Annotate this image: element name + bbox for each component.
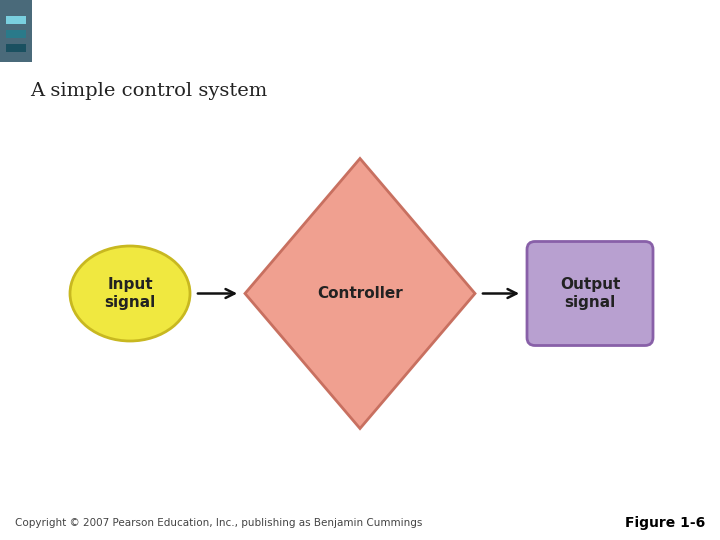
FancyBboxPatch shape	[6, 16, 26, 24]
Text: Input
signal: Input signal	[104, 278, 156, 310]
Polygon shape	[245, 159, 475, 429]
Text: Themes in Physiology: Themes in Physiology	[42, 19, 349, 43]
Text: A simple control system: A simple control system	[30, 82, 267, 100]
FancyBboxPatch shape	[527, 241, 653, 346]
Text: Figure 1-6: Figure 1-6	[625, 516, 705, 530]
Text: Controller: Controller	[317, 286, 403, 301]
Text: Copyright © 2007 Pearson Education, Inc., publishing as Benjamin Cummings: Copyright © 2007 Pearson Education, Inc.…	[15, 518, 423, 528]
FancyBboxPatch shape	[0, 0, 32, 62]
FancyBboxPatch shape	[6, 44, 26, 52]
Ellipse shape	[70, 246, 190, 341]
Text: Output
signal: Output signal	[560, 278, 620, 310]
FancyBboxPatch shape	[6, 30, 26, 38]
